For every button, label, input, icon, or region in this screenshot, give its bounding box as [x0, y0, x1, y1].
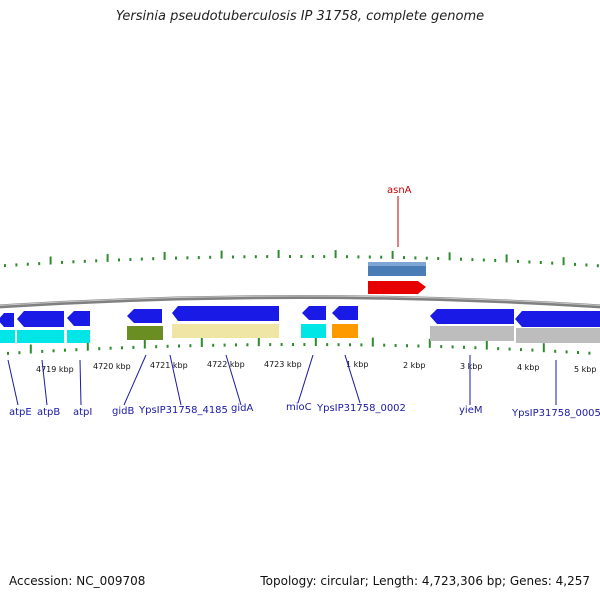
- kbp-label-4719: 4719 kbp: [36, 365, 74, 374]
- gene-atpE-arrow[interactable]: [0, 313, 14, 327]
- leader-gidB: [123, 354, 147, 406]
- gene-gidB-arrow[interactable]: [127, 309, 162, 323]
- leader-4185: [169, 354, 182, 406]
- gene-label-atpB[interactable]: atpB: [37, 407, 60, 418]
- feature-cyan-mioC[interactable]: [301, 324, 326, 338]
- kbp-label-3: 3 kbp: [460, 362, 482, 371]
- leader-gidA: [225, 354, 242, 406]
- accession-label: Accession: NC_009708: [9, 574, 146, 588]
- gene-0002-arrow[interactable]: [332, 306, 358, 320]
- leader-mioC: [297, 354, 314, 404]
- kbp-label-4720: 4720 kbp: [93, 362, 131, 371]
- gene-label-yieM[interactable]: yieM: [459, 405, 482, 416]
- gene-0005-arrow[interactable]: [515, 311, 600, 327]
- gene-asnA[interactable]: [368, 281, 426, 294]
- gene-label-0002[interactable]: YpsIP31758_0002: [316, 403, 406, 414]
- feature-khaki[interactable]: [172, 324, 279, 338]
- gene-label-gidA[interactable]: gidA: [231, 403, 253, 414]
- gene-4185-arrow[interactable]: [172, 306, 279, 321]
- gene-atpB-arrow[interactable]: [17, 311, 64, 327]
- gene-atpI-arrow[interactable]: [67, 311, 90, 326]
- gene-label-asnA[interactable]: asnA: [387, 185, 412, 196]
- feature-cyan-1[interactable]: [0, 330, 15, 343]
- leader-0002: [344, 354, 361, 404]
- kbp-label-4723: 4723 kbp: [264, 360, 302, 369]
- feature-cyan-3[interactable]: [67, 330, 90, 343]
- gene-label-0005[interactable]: YpsIP31758_0005: [511, 408, 600, 419]
- leader-atpE: [7, 359, 19, 406]
- leader-atpI: [79, 359, 82, 406]
- upper-tick-row: [4, 250, 599, 268]
- gene-asnA-steel-highlight: [368, 262, 426, 266]
- genome-backbone: [0, 295, 600, 309]
- feature-gray-1[interactable]: [430, 326, 514, 341]
- map-title: Yersinia pseudotuberculosis IP 31758, co…: [115, 9, 485, 24]
- gene-mioC-arrow[interactable]: [302, 306, 326, 320]
- kbp-label-4722: 4722 kbp: [207, 360, 245, 369]
- feature-cyan-2[interactable]: [17, 330, 64, 343]
- gene-label-mioC[interactable]: mioC: [286, 402, 312, 413]
- feature-orange[interactable]: [332, 324, 358, 338]
- kbp-label-5: 5 kbp: [574, 365, 596, 374]
- leader-atpB: [41, 359, 48, 406]
- gene-label-gidB[interactable]: gidB: [112, 406, 134, 417]
- lower-tick-row: [7, 337, 591, 355]
- genome-backbone-highlight: [0, 295, 600, 306]
- gene-label-atpE[interactable]: atpE: [9, 407, 32, 418]
- kbp-label-2: 2 kbp: [403, 361, 425, 370]
- gene-label-4185[interactable]: YpsIP31758_4185: [138, 405, 228, 416]
- kbp-label-1: 1 kbp: [346, 360, 368, 369]
- feature-gray-2[interactable]: [516, 328, 600, 343]
- kbp-label-4721: 4721 kbp: [150, 361, 188, 370]
- kbp-label-4: 4 kbp: [517, 363, 539, 372]
- gene-yieM-arrow[interactable]: [430, 309, 514, 324]
- feature-olive[interactable]: [127, 326, 163, 340]
- summary-label: Topology: circular; Length: 4,723,306 bp…: [260, 574, 590, 588]
- gene-label-atpI[interactable]: atpI: [73, 407, 92, 418]
